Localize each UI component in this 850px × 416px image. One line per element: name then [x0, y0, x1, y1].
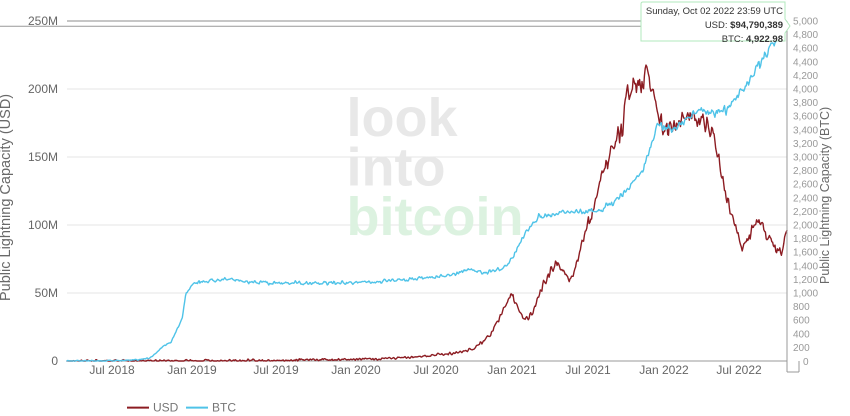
svg-text:150M: 150M	[28, 150, 58, 164]
svg-text:4,400: 4,400	[793, 57, 818, 68]
svg-text:Sunday, Oct 02 2022 23:59 UTC: Sunday, Oct 02 2022 23:59 UTC	[646, 6, 783, 17]
svg-text:4,000: 4,000	[793, 85, 818, 96]
svg-text:USD: USD	[153, 401, 179, 415]
svg-text:Jul 2020: Jul 2020	[413, 363, 459, 377]
svg-text:400: 400	[793, 329, 810, 340]
svg-text:Jul 2018: Jul 2018	[89, 363, 135, 377]
svg-text:0: 0	[803, 357, 809, 368]
svg-text:50M: 50M	[35, 286, 58, 300]
svg-text:3,200: 3,200	[793, 139, 818, 150]
svg-text:Jul 2019: Jul 2019	[253, 363, 299, 377]
svg-text:3,800: 3,800	[793, 98, 818, 109]
svg-text:Jan 2019: Jan 2019	[167, 363, 217, 377]
svg-text:1,400: 1,400	[793, 261, 818, 272]
svg-text:600: 600	[793, 316, 810, 327]
svg-text:2,600: 2,600	[793, 180, 818, 191]
svg-text:4,600: 4,600	[793, 44, 818, 55]
svg-text:2,800: 2,800	[793, 166, 818, 177]
svg-text:Jan 2021: Jan 2021	[487, 363, 537, 377]
svg-text:1,800: 1,800	[793, 234, 818, 245]
svg-text:200: 200	[793, 343, 810, 354]
svg-text:4,200: 4,200	[793, 71, 818, 82]
svg-text:3,600: 3,600	[793, 112, 818, 123]
svg-text:3,000: 3,000	[793, 153, 818, 164]
svg-text:USD: $94,790,389: USD: $94,790,389	[705, 20, 783, 31]
svg-text:bitcoin: bitcoin	[347, 187, 524, 247]
svg-text:Jul 2021: Jul 2021	[565, 363, 611, 377]
svg-text:2,400: 2,400	[793, 193, 818, 204]
svg-text:Jan 2022: Jan 2022	[639, 363, 689, 377]
svg-text:800: 800	[793, 302, 810, 313]
svg-text:0: 0	[51, 354, 58, 368]
svg-text:BTC: 4,922.98: BTC: 4,922.98	[722, 34, 783, 45]
svg-text:3,400: 3,400	[793, 125, 818, 136]
svg-text:Jan 2020: Jan 2020	[331, 363, 381, 377]
svg-text:2,200: 2,200	[793, 207, 818, 218]
svg-text:4,800: 4,800	[793, 30, 818, 41]
svg-text:Jul 2022: Jul 2022	[716, 363, 762, 377]
svg-text:200M: 200M	[28, 82, 58, 96]
svg-text:1,200: 1,200	[793, 275, 818, 286]
svg-text:100M: 100M	[28, 218, 58, 232]
svg-text:1,000: 1,000	[793, 289, 818, 300]
svg-text:BTC: BTC	[212, 401, 236, 415]
svg-text:1,600: 1,600	[793, 248, 818, 259]
svg-text:5,000: 5,000	[793, 17, 818, 28]
svg-text:2,000: 2,000	[793, 221, 818, 232]
